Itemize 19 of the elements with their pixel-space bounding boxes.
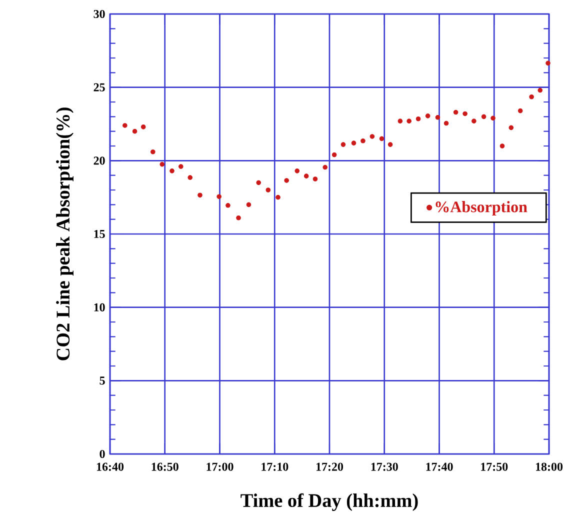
y-tick-label: 30 xyxy=(94,10,105,18)
y-tick-label: 20 xyxy=(94,156,105,165)
x-tick-label: 17:50 xyxy=(481,462,508,471)
x-tick-label: 18:00 xyxy=(536,462,563,471)
y-tick-label: 5 xyxy=(100,376,105,385)
x-tick-label: 16:40 xyxy=(96,462,124,471)
x-tick-label: 17:00 xyxy=(206,462,234,471)
x-tick-label: 16:50 xyxy=(152,462,178,471)
x-axis-title: Time of Day (hh:mm) xyxy=(240,493,418,512)
x-tick-label: 17:40 xyxy=(426,462,453,471)
legend-label: %Absorption xyxy=(436,201,528,216)
x-tick-label: 17:10 xyxy=(262,462,288,471)
x-tick-label: 17:30 xyxy=(371,462,398,471)
y-tick-label: 10 xyxy=(94,303,105,312)
y-axis-title: CO2 Line peak Absorption(%) xyxy=(56,108,74,360)
x-tick-label: 17:20 xyxy=(316,462,344,471)
y-tick-label: 25 xyxy=(94,83,105,92)
y-tick-label: 0 xyxy=(100,450,105,458)
y-tick-label: 15 xyxy=(94,230,105,238)
